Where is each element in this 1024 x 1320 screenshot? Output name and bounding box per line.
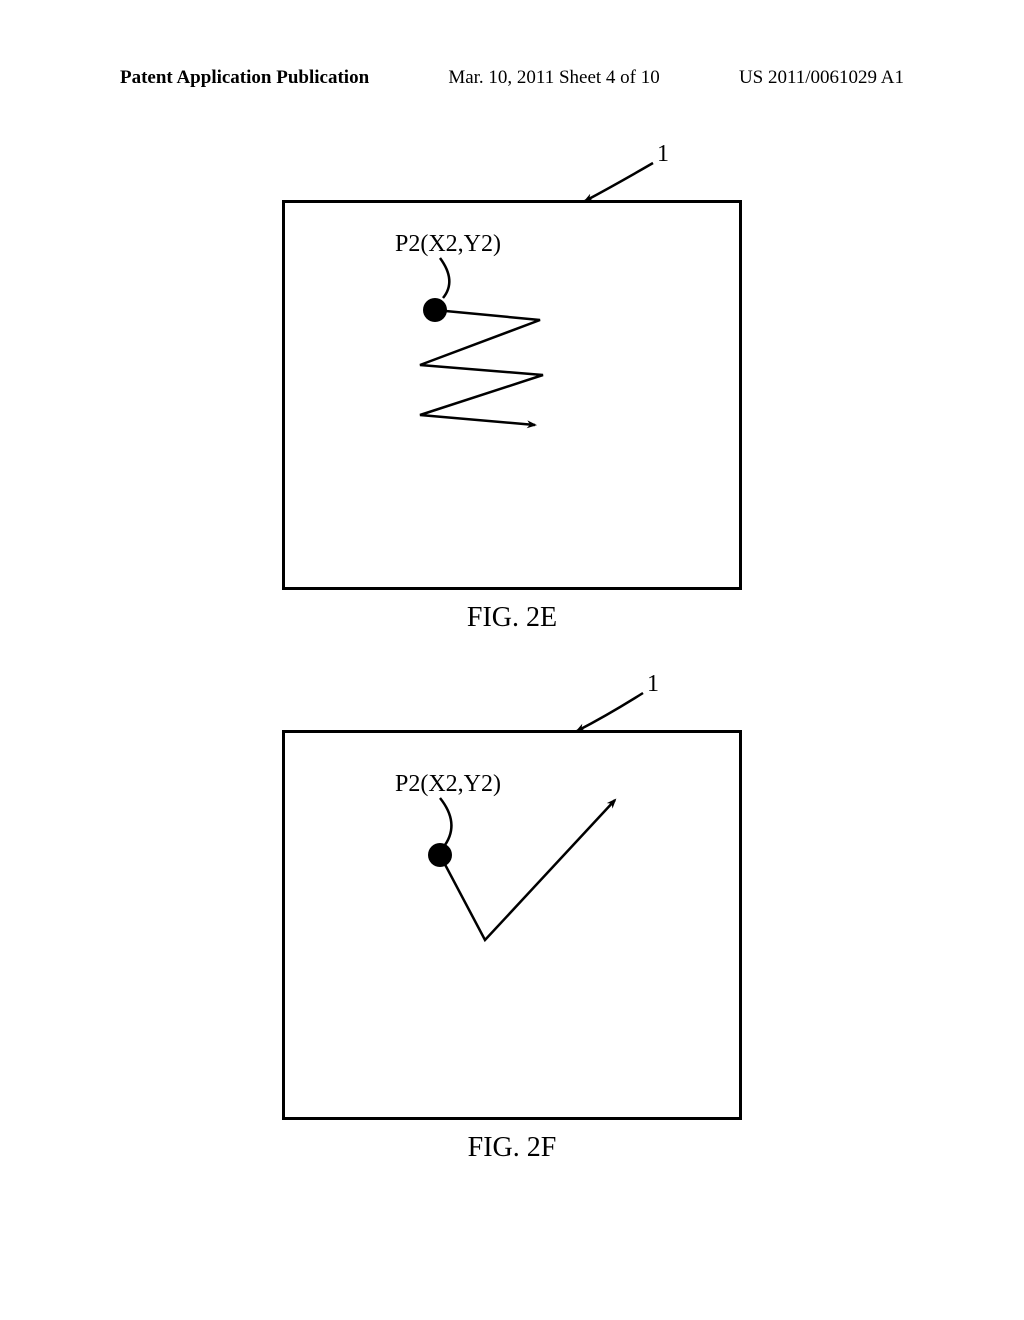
figure-2e-caption: FIG. 2E: [282, 602, 742, 634]
point-p2-dot: [428, 843, 452, 867]
ref-leader-arrow: [577, 693, 643, 731]
figure-2f-svg: 1 P2(X2,Y2): [275, 673, 755, 1123]
point-p2-dot: [423, 298, 447, 322]
point-p2-label: P2(X2,Y2): [395, 771, 501, 797]
header-patent-number: US 2011/0061029 A1: [739, 67, 904, 89]
figure-2f-caption: FIG. 2F: [282, 1132, 742, 1164]
page-header: Patent Application Publication Mar. 10, …: [0, 67, 1024, 89]
figure-2e-svg: 1 P2(X2,Y2): [275, 143, 755, 593]
ref-number-1: 1: [647, 673, 659, 697]
point-label-leader: [440, 258, 449, 298]
zigzag-gesture-arrow: [420, 310, 543, 425]
point-label-leader: [440, 798, 451, 845]
figure-2e-container: 1 P2(X2,Y2) FIG. 2E: [282, 200, 742, 634]
figure-2f-box: 1 P2(X2,Y2): [282, 730, 742, 1120]
figure-2e-box: 1 P2(X2,Y2): [282, 200, 742, 590]
ref-number-1: 1: [657, 143, 669, 167]
header-publication-type: Patent Application Publication: [120, 67, 369, 89]
point-p2-label: P2(X2,Y2): [395, 231, 501, 257]
checkmark-gesture-arrow: [440, 800, 615, 940]
ref-leader-arrow: [585, 163, 653, 201]
header-date-sheet: Mar. 10, 2011 Sheet 4 of 10: [448, 67, 659, 89]
figure-2f-container: 1 P2(X2,Y2) FIG. 2F: [282, 730, 742, 1164]
